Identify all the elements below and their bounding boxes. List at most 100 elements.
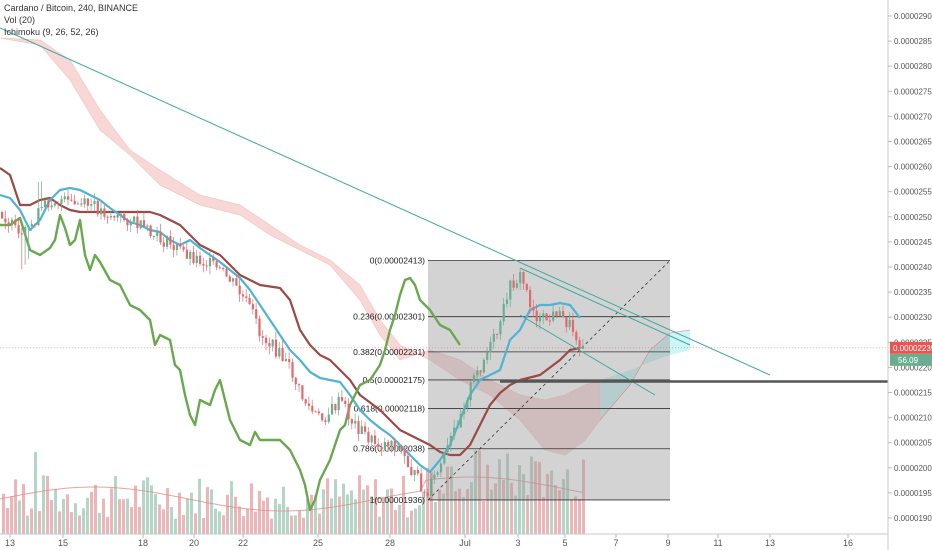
candle-body [492, 333, 495, 342]
volume-value-label: 56.09 [898, 356, 919, 365]
candle-body [265, 337, 268, 344]
volume-bar [218, 511, 221, 534]
x-tick-label: 3 [515, 538, 520, 548]
y-tick-label: 0.00001900 [894, 514, 932, 523]
volume-bar [522, 473, 525, 534]
candle-body [433, 474, 436, 479]
fib-level-label: 0(0.00002413) [370, 255, 425, 265]
candle-body [278, 348, 281, 357]
candle-body [552, 311, 555, 321]
volume-bar [510, 482, 513, 534]
candle-body [331, 404, 334, 415]
candle-body [116, 214, 119, 218]
volume-bar [386, 489, 389, 534]
volume-bar [278, 503, 281, 534]
volume-bar [422, 492, 425, 534]
volume-bar [546, 473, 549, 534]
candle-body [390, 440, 393, 447]
candle-body [30, 223, 33, 227]
candle-body [126, 219, 129, 226]
volume-bar [294, 515, 297, 534]
volume-bar [494, 483, 497, 534]
candle-body [199, 255, 202, 264]
volume-indicator-label[interactable]: Vol (20) [4, 15, 36, 25]
volume-bar [150, 485, 153, 534]
candle-body [532, 307, 535, 311]
candle-body [284, 359, 287, 361]
candle-body [387, 441, 390, 447]
volume-bar [50, 500, 53, 534]
volume-bar [62, 498, 65, 534]
candle-body [7, 222, 10, 226]
volume-bar [514, 495, 517, 534]
volume-bar [110, 488, 113, 534]
candle-body [367, 431, 370, 443]
volume-bar [146, 477, 149, 534]
volume-bar [454, 491, 457, 534]
volume-bar [42, 475, 45, 534]
ichimoku-indicator-label[interactable]: Ichimoku (9, 26, 52, 26) [4, 27, 99, 37]
volume-bar [342, 483, 345, 534]
x-tick-label: 22 [238, 538, 248, 548]
candle-body [456, 427, 459, 429]
volume-bar [566, 469, 569, 534]
candle-body [67, 196, 70, 200]
volume-bar [82, 508, 85, 534]
candle-body [43, 200, 47, 208]
volume-bar [234, 496, 237, 534]
drawings[interactable] [0, 27, 888, 396]
candle-body [175, 244, 179, 251]
x-tick-label: 18 [138, 538, 148, 548]
senkou-span-a [599, 329, 691, 421]
volume-bar [22, 483, 25, 534]
candle-body [413, 469, 416, 475]
candle-body [258, 318, 261, 337]
volume-bar [202, 517, 205, 534]
candle-body [261, 336, 264, 338]
candle-body [268, 343, 271, 347]
candle-body [525, 283, 528, 290]
candle-body [152, 236, 155, 238]
candle-body [423, 491, 426, 493]
x-tick-label: 13 [5, 538, 15, 548]
fib-level-label: 0.618(0.00002118) [354, 404, 425, 414]
volume-bar [306, 499, 309, 534]
volume-bar [38, 511, 41, 534]
candle-body [482, 359, 485, 373]
volume-bar [198, 478, 201, 534]
volume-bar [10, 496, 13, 534]
symbol-title[interactable]: Cardano / Bitcoin, 240, BINANCE [4, 3, 139, 13]
candle-body [486, 352, 489, 360]
candle-body [430, 478, 433, 496]
volume-bar [178, 492, 181, 534]
volume-bar [270, 518, 273, 534]
candle-body [70, 199, 73, 201]
candle-body [139, 220, 142, 229]
candle-body [4, 218, 7, 223]
fib-level-label: 0.382(0.00002231) [353, 347, 425, 357]
candle-body [324, 420, 327, 422]
x-tick-label: 28 [385, 538, 395, 548]
volume-bar [94, 484, 97, 534]
volume-bar [238, 506, 241, 534]
candle-body [327, 414, 330, 422]
volume-bar [74, 503, 77, 534]
volume-bar [126, 498, 129, 534]
volume-bar [274, 498, 277, 534]
candle-body [53, 203, 56, 206]
volume-bar [26, 515, 29, 534]
candle-body [47, 200, 50, 208]
candle-body [509, 280, 512, 300]
candle-body [218, 267, 221, 269]
volume-bar [322, 489, 325, 534]
candle-body [169, 236, 172, 245]
volume-bar [142, 480, 145, 534]
candle-body [192, 251, 195, 263]
volume-bar [538, 462, 541, 534]
